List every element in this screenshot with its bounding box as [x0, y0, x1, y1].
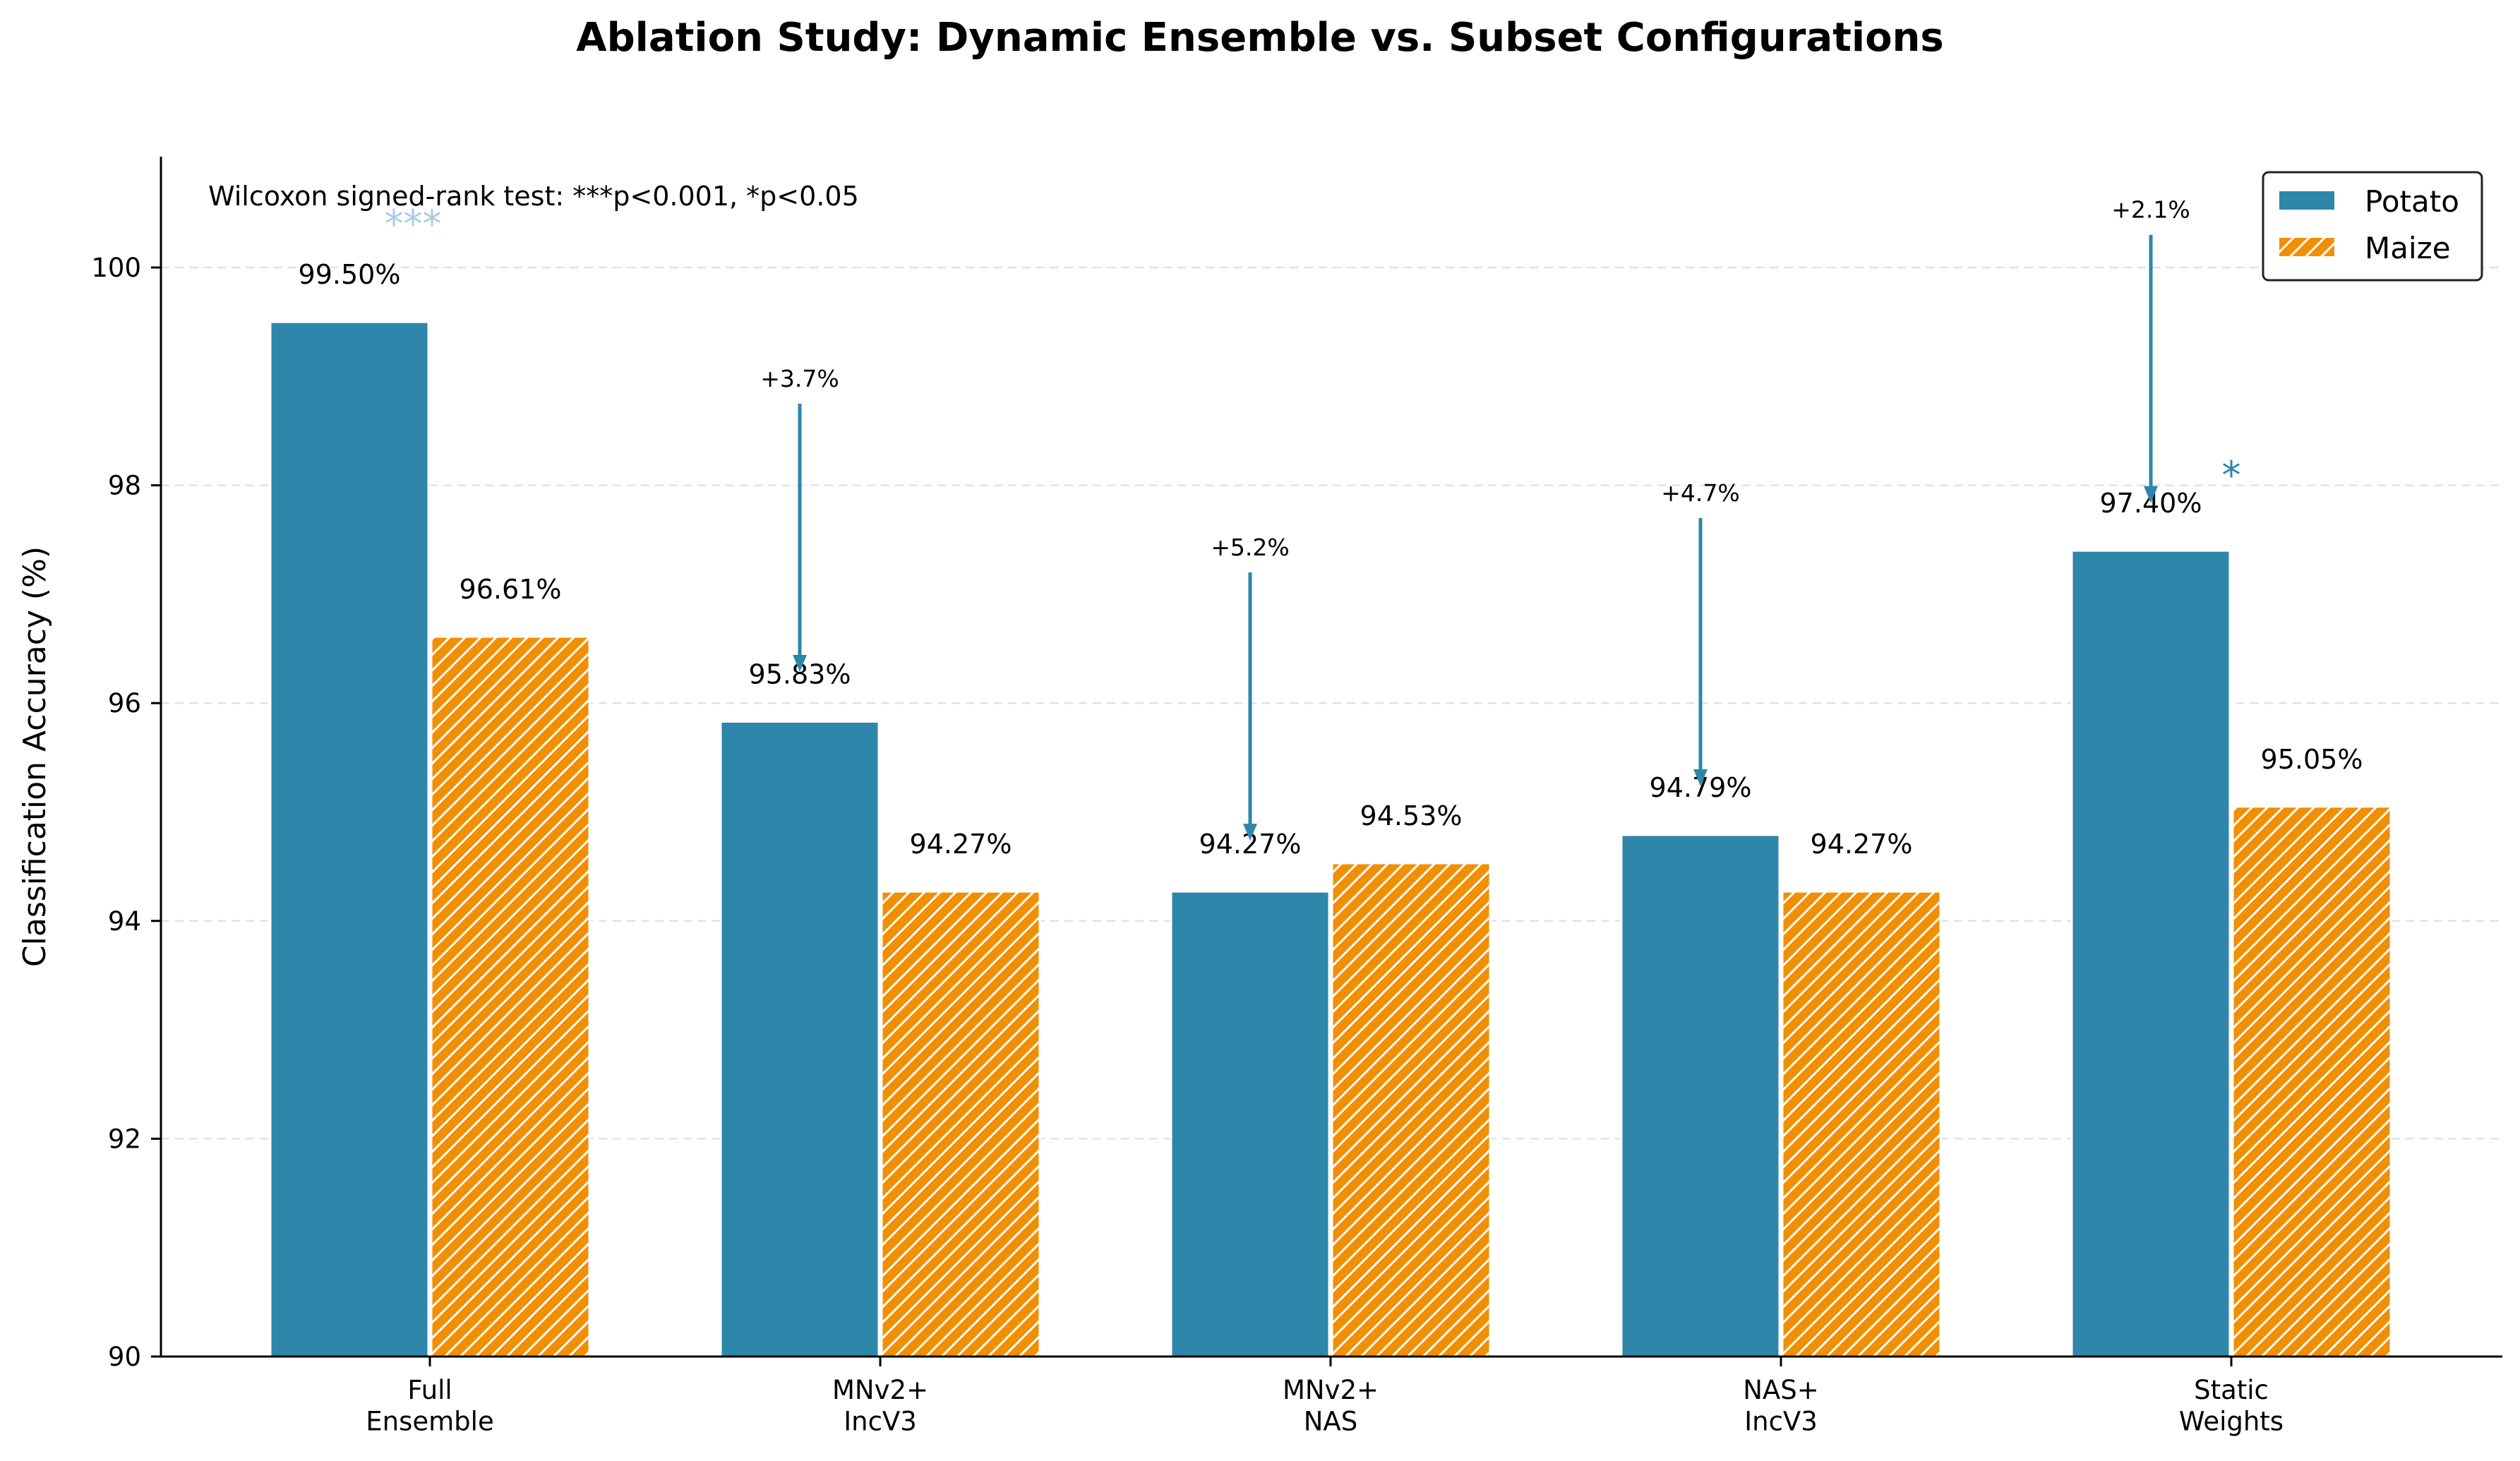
- improvement-label-3: +4.7%: [1661, 479, 1740, 507]
- value-labels: 99.50%95.83%94.27%94.79%97.40%96.61%94.2…: [299, 259, 2363, 860]
- bar-maize-3: [1781, 890, 1942, 1358]
- y-tick-label: 96: [108, 688, 141, 719]
- y-tick-label: 94: [108, 906, 141, 937]
- bar-maize-0: [430, 635, 591, 1358]
- legend-label-potato: Potato: [2365, 184, 2459, 219]
- y-axis-label: Classification Accuracy (%): [17, 546, 53, 967]
- value-label-maize-2: 94.53%: [1360, 800, 1463, 831]
- x-tick-label-1: MNv2+ IncV3: [832, 1375, 928, 1436]
- improvement-label-2: +5.2%: [1211, 534, 1290, 561]
- bar-maize-1: [880, 890, 1041, 1358]
- bars: [269, 320, 2392, 1358]
- bar-potato-2: [1170, 890, 1331, 1358]
- chart-title: Ablation Study: Dynamic Ensemble vs. Sub…: [576, 15, 1944, 61]
- legend-swatch-maize: [2278, 236, 2336, 258]
- y-tick-label: 92: [108, 1124, 141, 1154]
- value-label-maize-4: 95.05%: [2261, 744, 2363, 775]
- bar-maize-4: [2231, 805, 2392, 1358]
- x-tick-label-4: Static Weights: [2179, 1375, 2284, 1436]
- legend-label-maize: Maize: [2365, 231, 2451, 265]
- improvement-arrowhead-4: [2144, 486, 2158, 503]
- bar-maize-2: [1331, 862, 1492, 1358]
- value-label-maize-1: 94.27%: [910, 829, 1012, 860]
- bar-potato-1: [719, 720, 880, 1358]
- y-tick-label: 98: [108, 471, 141, 501]
- value-label-potato-0: 99.50%: [299, 259, 401, 290]
- improvement-annotations: +3.7% +5.2% +4.7% +2.1%: [760, 196, 2190, 841]
- legend: Potato Maize: [2262, 171, 2483, 282]
- improvement-label-1: +3.7%: [760, 365, 839, 392]
- significance-markers: ****: [385, 202, 2241, 498]
- y-tick-label: 90: [108, 1342, 141, 1372]
- value-label-maize-0: 96.61%: [460, 574, 562, 605]
- x-tick-label-0: Full Ensemble: [366, 1375, 493, 1436]
- significance-marker-4: *: [2222, 453, 2241, 498]
- improvement-arrowhead-2: [1243, 824, 1257, 841]
- x-tick-label-2: MNv2+ NAS: [1283, 1375, 1379, 1436]
- improvement-label-4: +2.1%: [2111, 196, 2190, 224]
- x-tick-label-3: NAS+ IncV3: [1743, 1375, 1818, 1436]
- bar-potato-0: [269, 320, 430, 1358]
- bar-potato-3: [1620, 834, 1781, 1358]
- bar-potato-4: [2070, 549, 2231, 1358]
- stat-test-note: Wilcoxon signed-rank test: ***p<0.001, *…: [208, 181, 859, 212]
- value-label-maize-3: 94.27%: [1811, 829, 1913, 860]
- y-axis-ticks: 90 92 94 96 98 100: [91, 253, 161, 1372]
- x-axis-ticks: Full Ensemble MNv2+ IncV3 MNv2+ NAS NAS+ IncV3 S…: [366, 1357, 2284, 1436]
- improvement-arrowhead-1: [793, 654, 807, 672]
- y-tick-label: 100: [91, 253, 141, 283]
- significance-marker-0: ***: [385, 202, 442, 246]
- improvement-arrowhead-3: [1693, 769, 1708, 786]
- legend-swatch-potato: [2278, 190, 2336, 211]
